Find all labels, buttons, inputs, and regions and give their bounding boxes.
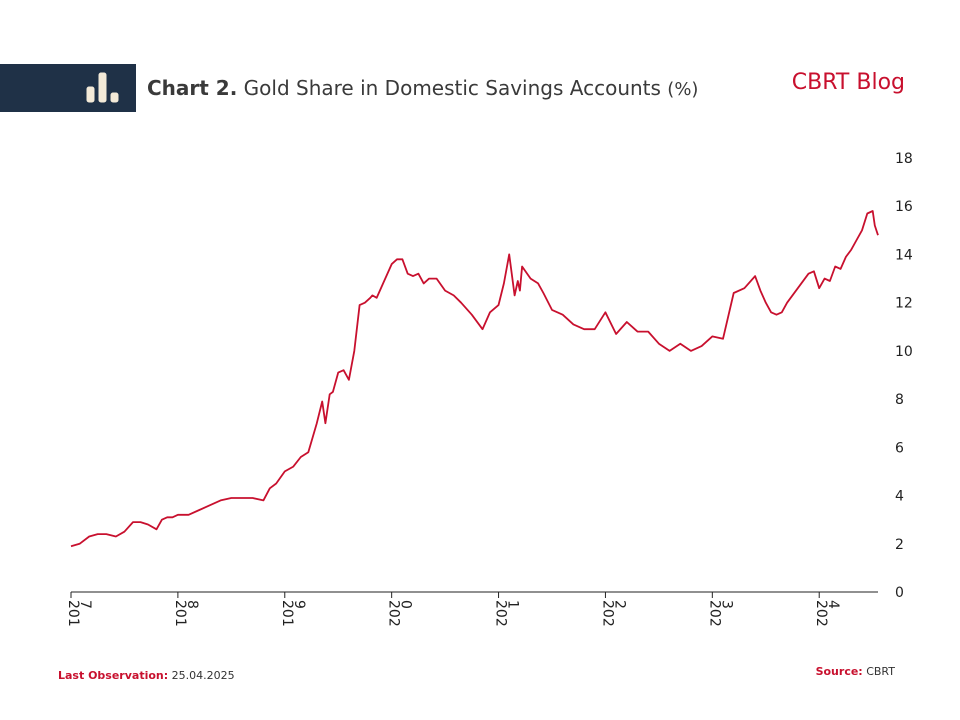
bar-chart-icon [85,71,120,104]
source-value: CBRT [866,665,895,678]
y-tick-label: 10 [895,344,913,360]
x-tick-label: 2022 [599,600,627,627]
chart-title-bold: Chart 2. [147,76,238,100]
x-tick-label: 2024 [813,600,841,627]
y-tick-label: 18 [895,151,913,167]
last-observation-value: 25.04.2025 [171,669,235,682]
x-tick-label: 2017 [65,600,93,627]
y-tick-label: 2 [895,537,904,553]
brand-label: CBRT Blog [791,70,905,95]
y-tick-label: 16 [895,199,913,215]
source-note: Source: CBRT [816,665,895,678]
y-tick-label: 12 [895,296,913,312]
x-tick-label: 2023 [706,600,734,627]
y-tick-label: 6 [895,440,904,456]
chart-title-text: Gold Share in Domestic Savings Accounts [243,76,661,100]
header-band [0,64,136,112]
chart-title: Chart 2. Gold Share in Domestic Savings … [147,76,698,100]
y-tick-label: 8 [895,392,904,408]
x-tick-label: 2019 [279,600,307,627]
source-label: Source: [815,665,863,678]
y-axis: 0 2 4 6 8 10 12 14 16 18 [895,151,913,601]
y-tick-label: 4 [895,489,904,505]
chart-title-unit: (%) [667,79,699,100]
y-tick-label: 0 [895,585,904,601]
series-line [70,210,879,548]
x-tick-label: 2018 [172,600,200,627]
y-tick-label: 14 [895,247,913,263]
last-observation: Last Observation: 25.04.2025 [58,669,235,682]
last-observation-label: Last Observation: [58,669,169,682]
x-tick-label: 2020 [386,600,414,627]
x-tick-label: 2021 [493,600,521,627]
x-axis: 2017 2018 2019 2020 2021 2022 2023 2024 [65,592,841,627]
